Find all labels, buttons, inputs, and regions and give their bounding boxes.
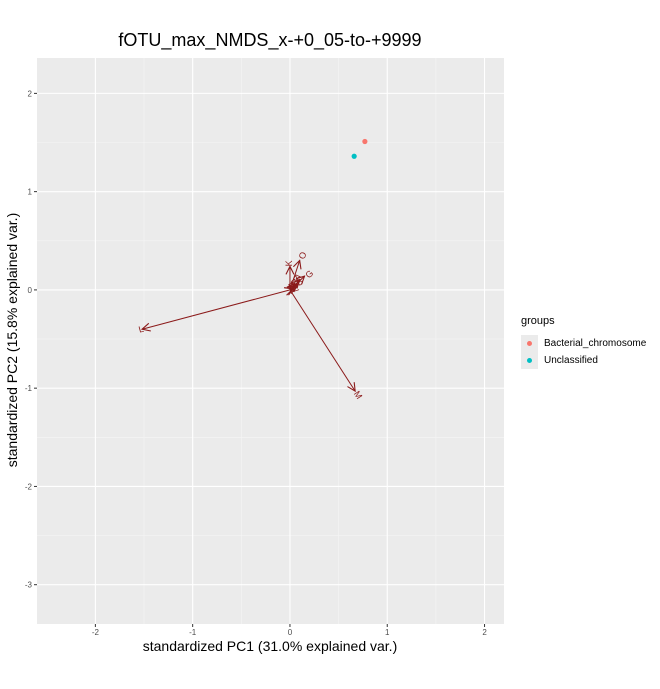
y-tick-label: -1 (25, 384, 33, 393)
x-tick-label: -2 (92, 628, 100, 637)
legend-item: Bacterial_chromosome (521, 335, 646, 352)
loading-arrow (290, 283, 295, 290)
loading-label: L (137, 324, 144, 335)
x-tick-label: -1 (189, 628, 197, 637)
x-tick-label: 1 (385, 628, 390, 637)
y-tick-label: 1 (28, 188, 33, 197)
loading-label: M (352, 389, 364, 401)
loading-label: A (292, 271, 303, 282)
y-tick-label: 0 (28, 286, 33, 295)
loading-label: F (291, 274, 303, 285)
legend: groups Bacterial_chromosome Unclassified (521, 315, 646, 369)
loading-arrow (289, 289, 355, 391)
loading-label: O (297, 251, 309, 261)
legend-key (521, 335, 538, 352)
legend-title: groups (521, 315, 555, 327)
loading-arrow (142, 289, 291, 329)
y-tick-label: -3 (25, 581, 33, 590)
y-tick-label: -2 (25, 482, 33, 491)
loading-label: E (291, 282, 300, 293)
x-tick-label: 0 (288, 628, 293, 637)
x-axis-label: standardized PC1 (31.0% explained var.) (142, 638, 398, 654)
legend-key (521, 352, 538, 369)
x-tick-label: 2 (482, 628, 487, 637)
chart-title: fOTU_max_NMDS_x-+0_05-to-+9999 (118, 30, 422, 50)
legend-label: Bacterial_chromosome (544, 338, 647, 349)
legend-item: Unclassified (521, 352, 646, 369)
y-axis-label: standardized PC2 (15.8% explained var.) (4, 212, 20, 468)
loading-label: G (303, 268, 315, 280)
legend-dot (527, 341, 532, 346)
legend-label: Unclassified (544, 355, 598, 366)
plot-panel (37, 58, 504, 624)
loading-label: K (284, 260, 294, 266)
data-point (351, 153, 357, 159)
loading-label: B (294, 276, 305, 288)
legend-dot (527, 358, 532, 363)
data-point (362, 138, 368, 145)
y-tick-label: 2 (28, 89, 33, 98)
